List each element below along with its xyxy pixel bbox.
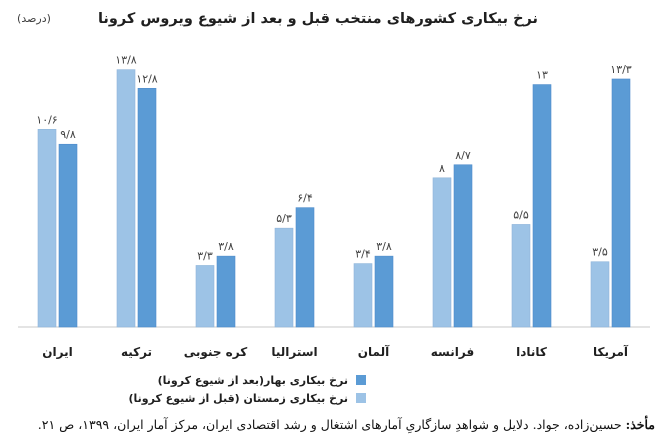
bar-before [116,69,136,328]
label-after: ۳/۸ [376,240,392,253]
label-after: ۸/۷ [455,149,471,162]
bar-after [453,164,473,328]
label-after: ۳/۸ [218,240,234,253]
label-after: ۱۳/۳ [610,63,632,76]
bar-after [216,255,236,328]
bar-after [532,84,552,328]
label-before: ۵/۵ [513,208,529,221]
source-caption: مأخذ: حسین‌زاده، جواد. دلایل و شواهدِ سا… [0,410,663,440]
label-before: ۳/۵ [592,246,608,259]
category-label: فرانسه [431,345,474,359]
legend-after-label: نرخ بیکاری بهار(بعد از شیوع کرونا) [158,374,348,387]
label-before: ۱۰/۶ [36,113,57,126]
legend-before-swatch [356,393,366,403]
legend-before-label: نرخ بیکاری زمستان (قبل از شیوع کرونا) [128,392,348,405]
caption-label: مأخذ: [625,417,655,432]
bar-before [353,263,373,328]
category-label: کانادا [516,345,547,359]
bar-after [137,87,157,328]
label-after: ۱۳ [536,69,548,82]
label-after: ۹/۸ [60,128,76,141]
label-before: ۱۳/۸ [115,54,137,67]
category-label: ایران [42,345,72,359]
legend-after-swatch [356,375,366,385]
category-label: آمریکا [593,344,629,359]
bar-before [432,177,452,328]
category-label: استرالیا [271,345,317,359]
bar-after [374,255,394,328]
chart-title: نرخ بیکاری کشورهای منتخب قبل و بعد از شی… [98,11,538,27]
chart-frame: نرخ بیکاری کشورهای منتخب قبل و بعد از شی… [17,11,650,405]
category-label: ترکیه [121,345,152,359]
bar-before [590,261,610,328]
label-before: ۸ [439,162,445,175]
bar-chart: نرخ بیکاری کشورهای منتخب قبل و بعد از شی… [17,11,650,405]
bar-before [195,265,215,328]
bar-before [274,227,294,328]
label-before: ۳/۴ [355,248,371,261]
label-after: ۶/۴ [297,192,313,205]
label-before: ۵/۳ [276,212,292,225]
bar-after [58,143,78,328]
bar-before [511,224,531,328]
bar-before [37,129,57,328]
bar-after [611,78,631,328]
caption-text: حسین‌زاده، جواد. دلایل و شواهدِ سازگاریِ… [37,417,622,432]
bar-after [295,207,315,328]
label-before: ۳/۳ [197,249,213,262]
category-label: کره جنوبی [184,345,247,360]
label-after: ۱۲/۸ [136,72,158,85]
category-label: آلمان [358,344,390,359]
unit-label: (درصد) [17,12,51,25]
